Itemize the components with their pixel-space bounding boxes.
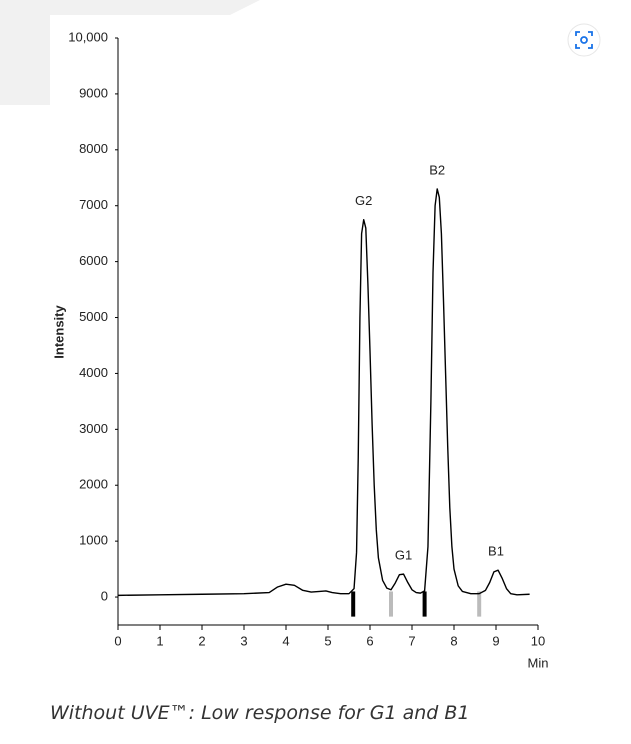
integration-marker — [389, 591, 393, 617]
integration-marker — [422, 591, 427, 617]
y-tick-label: 9000 — [79, 85, 108, 100]
chromatogram-line — [117, 188, 530, 597]
y-tick-label: 1000 — [79, 533, 108, 548]
x-tick-label: 10 — [531, 633, 545, 648]
peak-label: G1 — [395, 548, 412, 563]
x-tick-label: 6 — [366, 633, 373, 648]
y-tick-label: 6000 — [79, 253, 108, 268]
zoom-frame — [575, 31, 593, 49]
x-tick-label: 4 — [282, 633, 289, 648]
y-tick-label: 0 — [101, 588, 108, 603]
y-tick-label: 7000 — [79, 197, 108, 212]
peak-label: G2 — [355, 193, 372, 208]
integration-marker — [477, 591, 482, 617]
zoom-button[interactable] — [567, 23, 601, 57]
y-tick-label: 4000 — [79, 365, 108, 380]
x-tick-label: 3 — [240, 633, 247, 648]
x-tick-label: 8 — [450, 633, 457, 648]
y-tick-label: 2000 — [79, 477, 108, 492]
integration-marker — [351, 591, 356, 617]
y-tick-label: 5000 — [79, 309, 108, 324]
y-axis-title: Intensity — [51, 305, 66, 359]
x-axis-title: Min — [528, 655, 549, 670]
x-tick-label: 5 — [324, 633, 331, 648]
card — [50, 15, 631, 700]
x-tick-label: 1 — [156, 633, 163, 648]
x-tick-label: 7 — [408, 633, 415, 648]
chart: Intensity Min 0 1000 2000 3000 4000 5000 6000 7… — [0, 0, 631, 700]
x-tick-label: 0 — [114, 633, 121, 648]
x-tick-label: 9 — [492, 633, 499, 648]
peak-label: B1 — [488, 544, 504, 559]
x-tick-label: 2 — [198, 633, 205, 648]
zoom-dot — [580, 36, 588, 44]
y-tick-label: 8000 — [79, 141, 108, 156]
y-tick-label: 3000 — [79, 421, 108, 436]
caption: Without UVE™: Low response for G1 and B1 — [50, 702, 470, 724]
y-tick-label: 10,000 — [68, 29, 108, 44]
peak-label: B2 — [429, 162, 445, 177]
zoom-icon[interactable] — [567, 23, 601, 57]
